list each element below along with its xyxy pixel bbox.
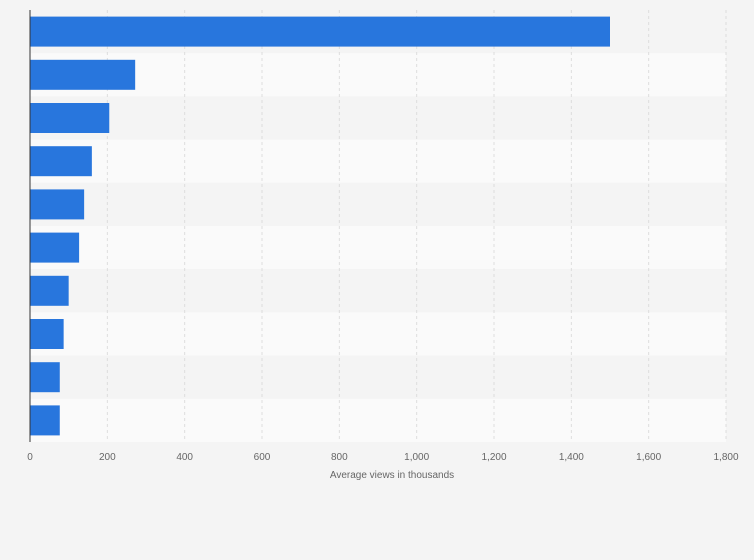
x-tick-label: 1,800 bbox=[713, 452, 738, 463]
x-tick-label: 1,200 bbox=[481, 452, 506, 463]
bar bbox=[30, 362, 60, 393]
bar bbox=[30, 232, 80, 263]
x-axis-title: Average views in thousands bbox=[330, 470, 454, 481]
bar bbox=[30, 103, 110, 133]
row-band bbox=[30, 182, 726, 226]
bar bbox=[30, 189, 85, 220]
bar bbox=[30, 146, 92, 177]
row-band bbox=[30, 269, 726, 313]
x-tick-label: 0 bbox=[27, 452, 33, 463]
grid-lines bbox=[106, 10, 727, 442]
row-band bbox=[30, 96, 726, 140]
row-band bbox=[30, 312, 726, 356]
row-band bbox=[30, 398, 726, 442]
x-tick-label: 400 bbox=[176, 452, 193, 463]
bar bbox=[30, 59, 136, 90]
x-tick-label: 1,400 bbox=[559, 452, 584, 463]
row-band bbox=[30, 53, 726, 97]
bar bbox=[30, 319, 64, 349]
row-band bbox=[30, 139, 726, 183]
x-tick-label: 1,000 bbox=[404, 452, 429, 463]
x-tick-label: 800 bbox=[331, 452, 348, 463]
x-axis-ticks: 0 200 400 600 800 1,000 1,200 1,400 1,600 1,800 bbox=[27, 452, 739, 463]
row-band bbox=[30, 226, 726, 270]
row-band bbox=[30, 355, 726, 399]
bars bbox=[30, 16, 610, 436]
bar bbox=[30, 275, 69, 306]
x-tick-label: 1,600 bbox=[636, 452, 661, 463]
bar bbox=[30, 405, 60, 436]
x-tick-label: 200 bbox=[99, 452, 116, 463]
bar bbox=[30, 16, 610, 47]
x-tick-label: 600 bbox=[254, 452, 271, 463]
